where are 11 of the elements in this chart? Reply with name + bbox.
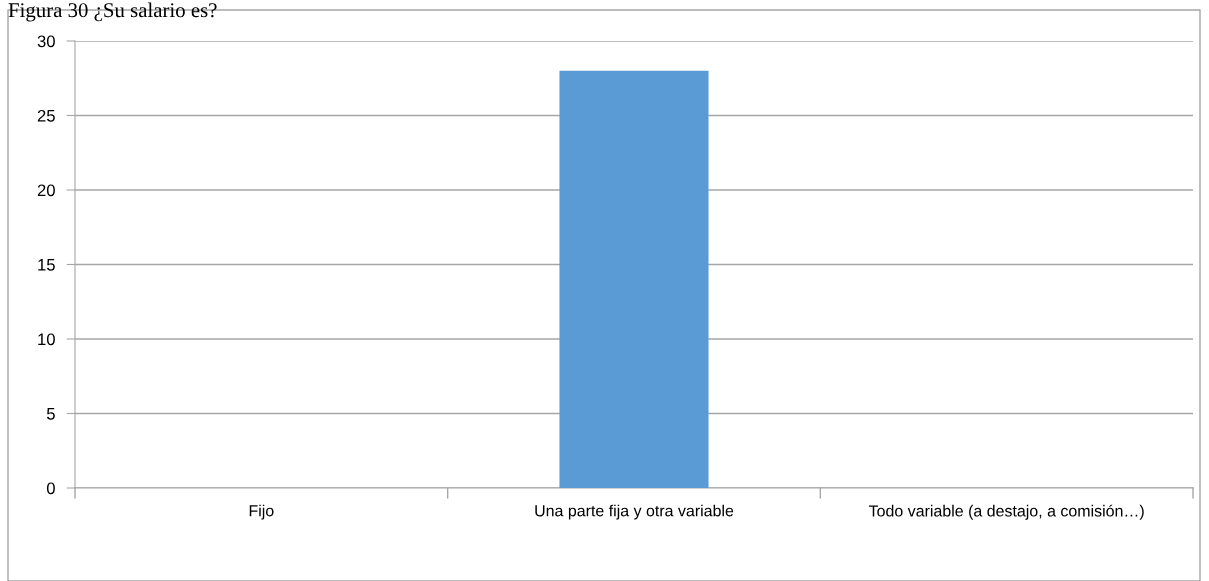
- y-tick-label: 0: [46, 482, 55, 495]
- chart-title: Figura 30 ¿Su salario es?: [8, 2, 217, 22]
- y-tick-label: 30: [37, 35, 55, 48]
- y-tick-label: 15: [38, 259, 55, 271]
- y-tick-label: 10: [38, 333, 55, 346]
- x-tick-label: Fijo: [249, 504, 274, 520]
- y-tick-label: 5: [46, 408, 55, 420]
- y-tick-label: 20: [37, 184, 55, 197]
- y-tick-label: 25: [37, 109, 55, 122]
- x-tick-label: Todo variable (a destajo, a comisión…): [868, 504, 1144, 520]
- x-tick-label: Una parte fija y otra variable: [535, 504, 734, 520]
